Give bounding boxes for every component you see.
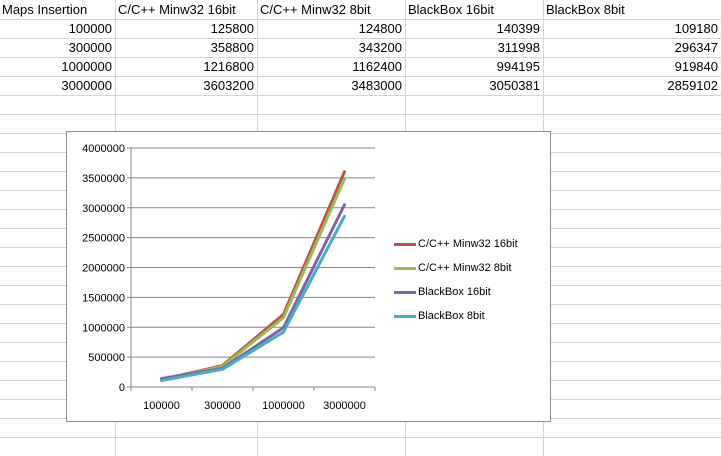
data-cell[interactable]: 343200 <box>358 40 402 55</box>
row-gridline <box>0 76 722 77</box>
y-tick-label: 0 <box>119 382 125 394</box>
legend-item: C/C++ Minw32 8bit <box>394 256 544 280</box>
row-gridline <box>0 19 722 20</box>
legend-label: BlackBox 16bit <box>418 286 491 298</box>
data-cell[interactable]: 3050381 <box>489 78 540 93</box>
legend-item: C/C++ Minw32 16bit <box>394 232 544 256</box>
legend-label: BlackBox 8bit <box>418 310 485 322</box>
data-cell[interactable]: 3603200 <box>203 78 254 93</box>
x-tick-label: 3000000 <box>323 400 366 412</box>
legend-item: BlackBox 16bit <box>394 280 544 304</box>
data-cell[interactable]: 100000 <box>68 21 112 36</box>
header-cell-blackbox-16bit[interactable]: BlackBox 16bit <box>408 2 494 17</box>
series-line-2 <box>160 203 346 381</box>
row-gridline <box>0 57 722 58</box>
legend-item: BlackBox 8bit <box>394 304 544 328</box>
y-tick-label: 4000000 <box>82 143 125 155</box>
data-cell[interactable]: 300000 <box>68 40 112 55</box>
series-line-3 <box>160 214 346 382</box>
y-tick-label: 2000000 <box>82 263 125 275</box>
x-tick-label: 100000 <box>143 400 180 412</box>
data-cell[interactable]: 1000000 <box>61 59 112 74</box>
y-tick-label: 3000000 <box>82 203 125 215</box>
data-cell[interactable]: 124800 <box>358 21 402 36</box>
data-cell[interactable]: 3000000 <box>61 78 112 93</box>
y-tick-label: 3500000 <box>82 173 125 185</box>
x-tick-label: 1000000 <box>262 400 305 412</box>
y-tick-label: 2500000 <box>82 233 125 245</box>
data-cell[interactable]: 2859102 <box>667 78 718 93</box>
header-cell-minw32-8bit[interactable]: C/C++ Minw32 8bit <box>260 2 371 17</box>
legend-label: C/C++ Minw32 8bit <box>418 262 512 274</box>
chart-legend: C/C++ Minw32 16bit C/C++ Minw32 8bit Black… <box>394 232 544 328</box>
data-cell[interactable]: 919840 <box>674 59 718 74</box>
row-gridline <box>0 38 722 39</box>
legend-swatch <box>394 290 416 294</box>
row-gridline <box>0 437 722 438</box>
legend-swatch <box>394 242 416 246</box>
data-cell[interactable]: 994195 <box>496 59 540 74</box>
legend-label: C/C++ Minw32 16bit <box>418 238 518 250</box>
legend-swatch <box>394 314 416 318</box>
data-cell[interactable]: 3483000 <box>351 78 402 93</box>
header-cell-maps-insertion[interactable]: Maps Insertion <box>2 2 88 17</box>
line-chart[interactable]: 4000000 3500000 3000000 2500000 2000000 15000… <box>66 131 551 422</box>
row-gridline <box>0 95 722 96</box>
data-cell[interactable]: 1216800 <box>203 59 254 74</box>
y-tick-label: 1000000 <box>82 322 125 334</box>
header-cell-blackbox-8bit[interactable]: BlackBox 8bit <box>546 2 625 17</box>
header-cell-minw32-16bit[interactable]: C/C++ Minw32 16bit <box>118 2 236 17</box>
row-gridline <box>0 114 722 115</box>
y-tick-label: 500000 <box>88 352 125 364</box>
data-cell[interactable]: 358800 <box>210 40 254 55</box>
data-cell[interactable]: 125800 <box>210 21 254 36</box>
data-cell[interactable]: 140399 <box>496 21 540 36</box>
x-tick-label: 300000 <box>204 400 241 412</box>
y-tick-label: 1500000 <box>82 292 125 304</box>
data-cell[interactable]: 1162400 <box>352 59 402 74</box>
data-cell[interactable]: 109180 <box>674 21 718 36</box>
data-cell[interactable]: 296347 <box>674 40 718 55</box>
chart-plot-area: 4000000350000030000002500000200000015000… <box>82 143 376 412</box>
legend-swatch <box>394 266 416 270</box>
data-cell[interactable]: 311998 <box>497 40 540 55</box>
